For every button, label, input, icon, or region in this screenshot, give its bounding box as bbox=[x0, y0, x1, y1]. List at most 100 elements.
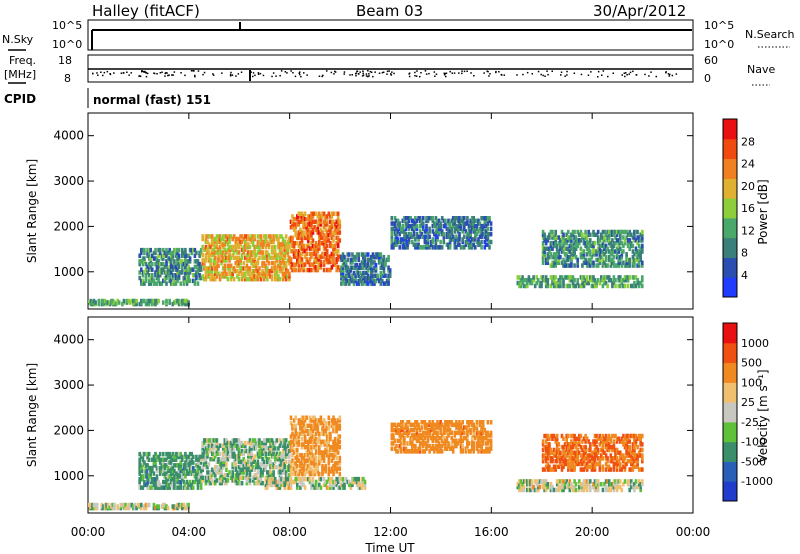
echo-cell bbox=[641, 232, 644, 237]
echo-cell bbox=[199, 247, 203, 253]
echo-cell bbox=[637, 263, 641, 268]
nave-dot bbox=[629, 71, 632, 74]
echo-cell bbox=[464, 446, 468, 451]
echo-cell bbox=[147, 477, 151, 482]
nave-dot bbox=[665, 71, 667, 74]
echo-cell bbox=[218, 480, 222, 486]
echo-cell bbox=[467, 226, 471, 232]
nave-dot bbox=[144, 70, 146, 73]
echo-cell bbox=[157, 298, 160, 304]
echo-cell bbox=[543, 235, 546, 240]
echo-cell bbox=[171, 471, 175, 476]
echo-cell bbox=[366, 273, 370, 278]
echo-cell bbox=[467, 422, 471, 428]
echo-cell bbox=[237, 451, 241, 456]
echo-cell bbox=[244, 459, 247, 464]
echo-cell bbox=[210, 451, 214, 456]
echo-cell bbox=[179, 463, 182, 468]
nave-dot bbox=[92, 72, 94, 75]
nave-dot bbox=[391, 71, 393, 73]
echo-cell bbox=[173, 300, 176, 305]
echo-cell bbox=[615, 232, 619, 237]
echo-cell bbox=[259, 250, 263, 255]
echo-cell bbox=[439, 422, 442, 428]
echo-cell bbox=[412, 218, 416, 224]
echo-cell bbox=[604, 439, 608, 444]
echo-cell bbox=[519, 280, 523, 286]
echo-cell bbox=[332, 418, 335, 423]
echo-cell bbox=[612, 249, 616, 254]
echo-cell bbox=[485, 446, 488, 451]
echo-cell bbox=[403, 425, 406, 430]
echo-cell bbox=[434, 430, 438, 436]
echo-cell bbox=[392, 242, 395, 247]
echo-cell bbox=[117, 300, 121, 305]
echo-cell bbox=[401, 237, 405, 242]
echo-cell bbox=[623, 436, 627, 441]
echo-cell bbox=[560, 260, 564, 265]
echo-cell bbox=[560, 249, 564, 254]
echo-cell bbox=[406, 420, 409, 425]
echo-cell bbox=[357, 482, 360, 488]
echo-cell bbox=[160, 465, 164, 471]
echo-cell bbox=[467, 231, 471, 237]
echo-cell bbox=[570, 235, 573, 240]
echo-cell bbox=[570, 238, 573, 243]
echo-cell bbox=[177, 256, 181, 261]
echo-cell bbox=[283, 263, 286, 268]
echo-cell bbox=[603, 238, 606, 243]
echo-cell bbox=[395, 242, 398, 247]
echo-cell bbox=[149, 468, 152, 474]
echo-cell bbox=[256, 454, 260, 459]
echo-cell bbox=[275, 479, 279, 485]
echo-cell bbox=[628, 453, 631, 458]
echo-cell bbox=[291, 439, 294, 445]
echo-cell bbox=[606, 238, 609, 243]
echo-cell bbox=[563, 458, 567, 464]
echo-cell bbox=[144, 275, 148, 281]
echo-cell bbox=[598, 461, 602, 467]
echo-cell bbox=[568, 263, 572, 268]
echo-cell bbox=[165, 250, 168, 256]
echo-cell bbox=[379, 270, 383, 276]
echo-cell bbox=[472, 216, 475, 221]
echo-cell bbox=[573, 450, 576, 455]
echo-cell bbox=[333, 426, 337, 431]
echo-cell bbox=[346, 479, 349, 485]
echo-cell bbox=[431, 425, 435, 430]
echo-cell bbox=[169, 463, 173, 468]
echo-cell bbox=[335, 249, 338, 254]
echo-cell bbox=[199, 485, 203, 490]
echo-cell bbox=[363, 276, 367, 281]
echo-cell bbox=[296, 476, 299, 482]
nave-dot bbox=[650, 71, 652, 73]
echo-cell bbox=[414, 245, 417, 250]
echo-cell bbox=[314, 227, 318, 233]
echo-cell bbox=[628, 458, 631, 464]
echo-cell bbox=[321, 469, 324, 474]
echo-cell bbox=[434, 446, 438, 451]
echo-cell bbox=[308, 418, 312, 423]
echo-cell bbox=[319, 219, 323, 224]
echo-cell bbox=[447, 234, 450, 239]
echo-cell bbox=[483, 218, 487, 224]
echo-cell bbox=[354, 276, 357, 281]
echo-cell bbox=[335, 447, 338, 453]
echo-cell bbox=[277, 446, 280, 451]
echo-cell bbox=[327, 267, 331, 273]
nave-dot bbox=[167, 74, 169, 77]
echo-cell bbox=[141, 468, 145, 474]
echo-cell bbox=[204, 247, 208, 252]
echo-cell bbox=[318, 450, 321, 455]
echo-cell bbox=[595, 280, 598, 286]
echo-cell bbox=[262, 271, 266, 276]
echo-cell bbox=[592, 249, 595, 254]
echo-cell bbox=[557, 254, 561, 260]
echo-cell bbox=[573, 246, 576, 251]
echo-cell bbox=[415, 223, 419, 229]
echo-cell bbox=[214, 268, 217, 274]
echo-cell bbox=[245, 467, 249, 472]
echo-cell bbox=[631, 444, 635, 450]
echo-cell bbox=[548, 467, 551, 472]
echo-cell bbox=[622, 453, 625, 458]
